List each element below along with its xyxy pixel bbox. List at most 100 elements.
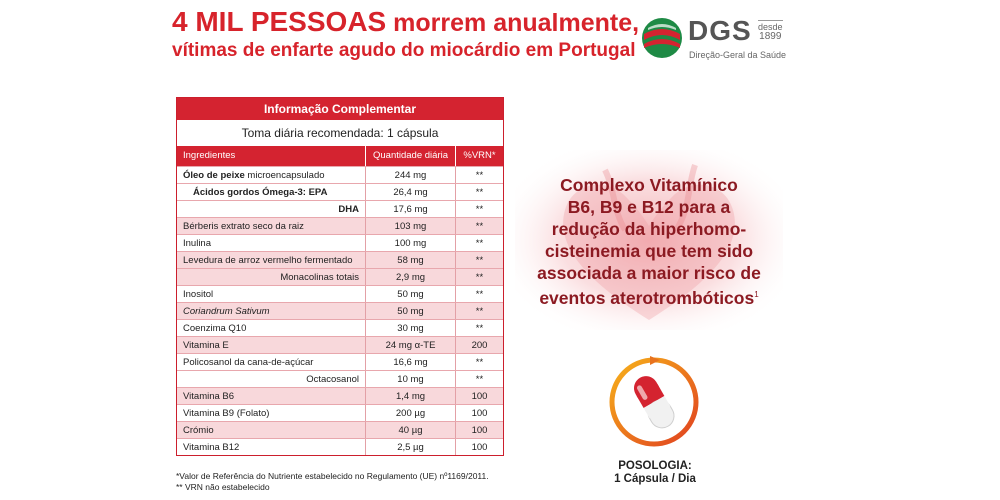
amount-cell: 17,6 mg — [365, 201, 455, 217]
table-row: Bérberis extrato seco da raiz 103 mg ** — [177, 217, 503, 234]
vrn-cell: ** — [455, 303, 503, 319]
ingredient-suffix: microencapsulado — [244, 170, 325, 181]
dgs-since-label: desde — [758, 22, 783, 32]
amount-cell: 58 mg — [365, 252, 455, 268]
vrn-cell: ** — [455, 252, 503, 268]
ingredient-cell: Policosanol da cana-de-açúcar — [183, 357, 314, 368]
complex-line-3: redução da hiperhomo- — [551, 219, 747, 239]
table-row: Vitamina B12 2,5 µg 100 — [177, 438, 503, 455]
amount-cell: 50 mg — [365, 303, 455, 319]
table-row: Policosanol da cana-de-açúcar 16,6 mg ** — [177, 353, 503, 370]
col-vrn: %VRN* — [455, 146, 503, 166]
footnote-not-established: ** VRN não estabelecido — [176, 482, 270, 492]
amount-cell: 30 mg — [365, 320, 455, 336]
amount-cell: 26,4 mg — [365, 184, 455, 200]
ingredient-cell: Levedura de arroz vermelho fermentado — [183, 255, 353, 266]
headline: 4 MIL PESSOAS morrem anualmente, vítimas… — [172, 6, 639, 63]
table-row: Inulina 100 mg ** — [177, 234, 503, 251]
amount-cell: 40 µg — [365, 422, 455, 438]
ingredient-cell: Bérberis extrato seco da raiz — [183, 221, 304, 232]
col-ingredients: Ingredientes — [183, 150, 236, 161]
dgs-emblem-icon — [642, 18, 682, 58]
ingredient-cell: Octacosanol — [306, 374, 359, 385]
footnotes: *Valor de Referência do Nutriente estabe… — [176, 471, 489, 493]
amount-cell: 244 mg — [365, 167, 455, 183]
table-row: Óleo de peixe microencapsulado 244 mg ** — [177, 166, 503, 183]
vrn-cell: ** — [455, 235, 503, 251]
vrn-cell: ** — [455, 218, 503, 234]
vrn-cell: 100 — [455, 405, 503, 421]
table-row: Ácidos gordos Ómega-3: EPA 26,4 mg ** — [177, 183, 503, 200]
table-row: Coriandrum Sativum 50 mg ** — [177, 302, 503, 319]
amount-cell: 200 µg — [365, 405, 455, 421]
vrn-cell: ** — [455, 269, 503, 285]
dgs-since-year: 1899 — [759, 31, 782, 42]
headline-line-1: 4 MIL PESSOAS morrem anualmente, — [172, 6, 639, 38]
capsule-daily-icon — [606, 352, 702, 448]
ingredient-cell: Vitamina E — [183, 340, 229, 351]
table-row: Coenzima Q10 30 mg ** — [177, 319, 503, 336]
table-row: DHA 17,6 mg ** — [177, 200, 503, 217]
ingredient-cell: DHA — [338, 204, 359, 215]
table-row: Vitamina B9 (Folato) 200 µg 100 — [177, 404, 503, 421]
amount-cell: 1,4 mg — [365, 388, 455, 404]
ingredient-cell: Óleo de peixe microencapsulado — [177, 167, 365, 183]
complex-text: Complexo Vitamínico B6, B9 e B12 para a … — [515, 174, 783, 309]
ingredient-cell: Coriandrum Sativum — [183, 306, 270, 317]
ingredient-cell: Crómio — [183, 425, 214, 436]
dgs-name: DGS — [688, 15, 752, 46]
amount-cell: 2,5 µg — [365, 439, 455, 455]
vrn-cell: ** — [455, 354, 503, 370]
footnote-vrn: *Valor de Referência do Nutriente estabe… — [176, 471, 489, 481]
dgs-logo: DGS desde 1899 Direção-Geral da Saúde — [640, 14, 790, 64]
amount-cell: 16,6 mg — [365, 354, 455, 370]
table-row: Octacosanol 10 mg ** — [177, 370, 503, 387]
amount-cell: 10 mg — [365, 371, 455, 387]
table-row: Levedura de arroz vermelho fermentado 58… — [177, 251, 503, 268]
col-daily-amount: Quantidade diária — [365, 146, 455, 166]
dgs-since: desde 1899 — [758, 20, 783, 42]
vrn-cell: ** — [455, 167, 503, 183]
ingredient-cell: Inulina — [183, 238, 211, 249]
headline-highlight: 4 MIL PESSOAS — [172, 6, 387, 37]
amount-cell: 24 mg α-TE — [365, 337, 455, 353]
amount-cell: 50 mg — [365, 286, 455, 302]
complex-line-5: associada a maior risco de — [537, 263, 761, 283]
complex-line-2: B6, B9 e B12 para a — [567, 197, 731, 217]
ingredient-cell: Inositol — [183, 289, 214, 300]
amount-cell: 2,9 mg — [365, 269, 455, 285]
ingredient-cell: Vitamina B9 (Folato) — [183, 408, 270, 419]
table-header-row: Ingredientes Quantidade diária %VRN* — [177, 146, 503, 166]
table-row: Vitamina E 24 mg α-TE 200 — [177, 336, 503, 353]
ingredient-cell: Vitamina B6 — [183, 391, 235, 402]
table-daily-dose: Toma diária recomendada: 1 cápsula — [177, 120, 503, 146]
posologia-label: POSOLOGIA: — [618, 460, 692, 472]
complex-line-1: Complexo Vitamínico — [560, 175, 738, 195]
ingredient-name: Óleo de peixe — [183, 170, 245, 181]
dgs-full-name: Direção-Geral da Saúde — [689, 50, 787, 60]
complex-line-4: cisteinemia que tem sido — [544, 241, 754, 261]
capsule-icon — [609, 356, 699, 447]
posologia: POSOLOGIA: 1 Cápsula / Dia — [600, 460, 710, 486]
ingredient-cell: Coenzima Q10 — [183, 323, 247, 334]
reference-marker: 1 — [754, 290, 759, 299]
complex-line-6-text: eventos aterotrombóticos — [539, 287, 755, 308]
table-row: Crómio 40 µg 100 — [177, 421, 503, 438]
headline-line-2: vítimas de enfarte agudo do miocárdio em… — [172, 40, 636, 61]
complex-line-6: eventos aterotrombóticos1 — [515, 284, 783, 309]
posologia-dose: 1 Cápsula / Dia — [614, 473, 696, 485]
vrn-cell: 100 — [455, 422, 503, 438]
vrn-cell: 100 — [455, 388, 503, 404]
table-title: Informação Complementar — [177, 98, 503, 120]
table-row: Inositol 50 mg ** — [177, 285, 503, 302]
ingredient-cell: Ácidos gordos Ómega-3: EPA — [193, 187, 328, 198]
amount-cell: 103 mg — [365, 218, 455, 234]
table-row: Vitamina B6 1,4 mg 100 — [177, 387, 503, 404]
headline-line-1-rest: morrem anualmente, — [386, 9, 640, 37]
vrn-cell: 100 — [455, 439, 503, 455]
vrn-cell: ** — [455, 320, 503, 336]
vrn-cell: ** — [455, 184, 503, 200]
nutrition-table: Informação Complementar Toma diária reco… — [176, 97, 504, 456]
amount-cell: 100 mg — [365, 235, 455, 251]
table-row: Monacolinas totais 2,9 mg ** — [177, 268, 503, 285]
